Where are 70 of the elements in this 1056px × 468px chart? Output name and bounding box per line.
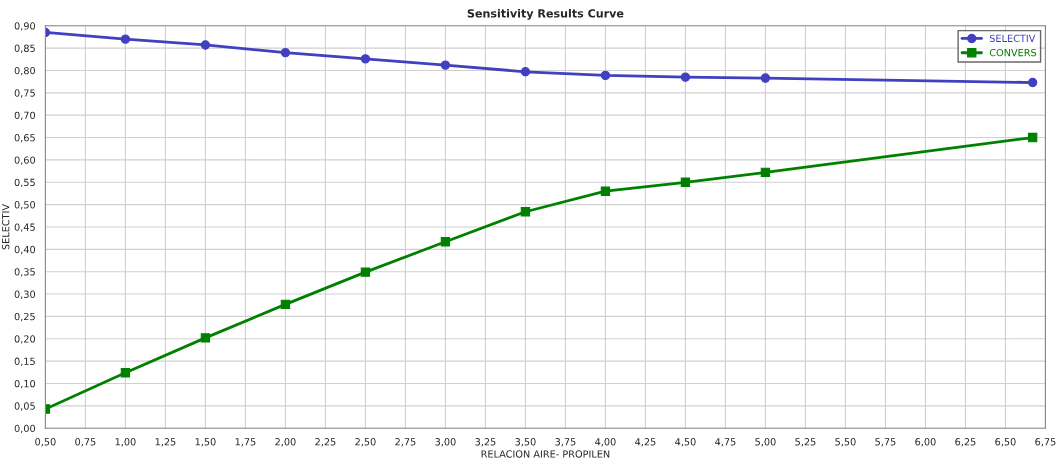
chart-title: Sensitivity Results Curve bbox=[467, 8, 624, 20]
x-tick-label: 0,50 bbox=[35, 438, 56, 447]
x-tick-label: 2,00 bbox=[275, 438, 296, 447]
point bbox=[440, 60, 451, 70]
y-tick-label: 0,20 bbox=[14, 335, 36, 344]
y-tick-label: 0,60 bbox=[14, 156, 36, 165]
point bbox=[760, 73, 771, 83]
point bbox=[200, 333, 211, 343]
point bbox=[280, 299, 291, 310]
x-tick-label: 6,75 bbox=[1035, 438, 1056, 447]
x-tick-label: 6,00 bbox=[915, 438, 936, 447]
x-tick-label: 3,25 bbox=[475, 438, 496, 447]
x-tick-label: 6,50 bbox=[995, 438, 1016, 447]
x-tick-label: 4,50 bbox=[675, 438, 696, 447]
point bbox=[520, 207, 531, 217]
y-tick-label: 0,55 bbox=[14, 178, 35, 188]
y-tick-label: 0,50 bbox=[14, 201, 36, 210]
x-tick-label: 3,50 bbox=[515, 438, 536, 447]
x-tick-label: 5,50 bbox=[835, 438, 856, 447]
x-axis-title: RELACION AIRE- PROPILEN bbox=[481, 450, 610, 458]
x-tick-label: 4,00 bbox=[595, 438, 616, 447]
point bbox=[520, 67, 531, 77]
x-tick-label: 1,00 bbox=[115, 438, 136, 447]
point bbox=[200, 40, 211, 50]
point bbox=[440, 237, 451, 247]
point bbox=[360, 267, 371, 277]
point bbox=[360, 54, 371, 64]
point bbox=[120, 34, 131, 44]
x-tick-label: 5,75 bbox=[875, 438, 896, 447]
y-tick-label: 0,10 bbox=[14, 379, 36, 389]
y-axis-title: SELECTIV bbox=[2, 204, 10, 250]
x-tick-label: 5,25 bbox=[795, 438, 816, 447]
legend-label: SELECTIV bbox=[989, 34, 1036, 43]
x-tick-label: 0,75 bbox=[75, 438, 96, 447]
point bbox=[760, 167, 771, 178]
y-tick-label: 0,90 bbox=[14, 22, 36, 31]
point bbox=[280, 47, 291, 58]
point bbox=[120, 368, 131, 378]
point bbox=[600, 186, 611, 196]
x-tick-label: 1,75 bbox=[235, 438, 256, 447]
point bbox=[1027, 77, 1038, 88]
x-tick-label: 1,50 bbox=[195, 438, 216, 447]
x-tick-label: 4,75 bbox=[715, 438, 736, 447]
y-tick-label: 0,30 bbox=[14, 290, 36, 299]
y-tick-label: 0,15 bbox=[14, 357, 35, 366]
x-tick-label: 4,25 bbox=[635, 438, 656, 447]
x-tick-label: 6,25 bbox=[955, 438, 976, 447]
x-tick-label: 1,25 bbox=[155, 438, 176, 447]
y-tick-label: 0,25 bbox=[14, 312, 35, 322]
point bbox=[680, 72, 691, 82]
y-tick-label: 0,70 bbox=[14, 111, 36, 120]
y-tick-label: 0,40 bbox=[14, 245, 36, 255]
x-tick-label: 3,75 bbox=[555, 438, 576, 447]
y-tick-label: 0,00 bbox=[14, 424, 36, 434]
y-tick-label: 0,85 bbox=[14, 44, 35, 53]
point bbox=[600, 70, 611, 81]
y-tick-label: 0,80 bbox=[14, 66, 36, 76]
y-tick-label: 0,45 bbox=[14, 223, 35, 232]
point bbox=[680, 177, 691, 187]
x-tick-label: 5,00 bbox=[755, 438, 776, 447]
y-tick-label: 0,05 bbox=[14, 402, 35, 411]
y-tick-label: 0,35 bbox=[14, 268, 35, 277]
y-tick-label: 0,75 bbox=[14, 89, 35, 98]
legend-label: CONVERS bbox=[989, 48, 1037, 57]
y-tick-label: 0,65 bbox=[14, 134, 35, 143]
x-tick-label: 2,25 bbox=[315, 438, 336, 447]
x-tick-label: 3,00 bbox=[435, 438, 456, 447]
x-tick-label: 2,75 bbox=[395, 438, 416, 447]
x-tick-label: 2,50 bbox=[355, 438, 376, 447]
point bbox=[1027, 132, 1038, 143]
